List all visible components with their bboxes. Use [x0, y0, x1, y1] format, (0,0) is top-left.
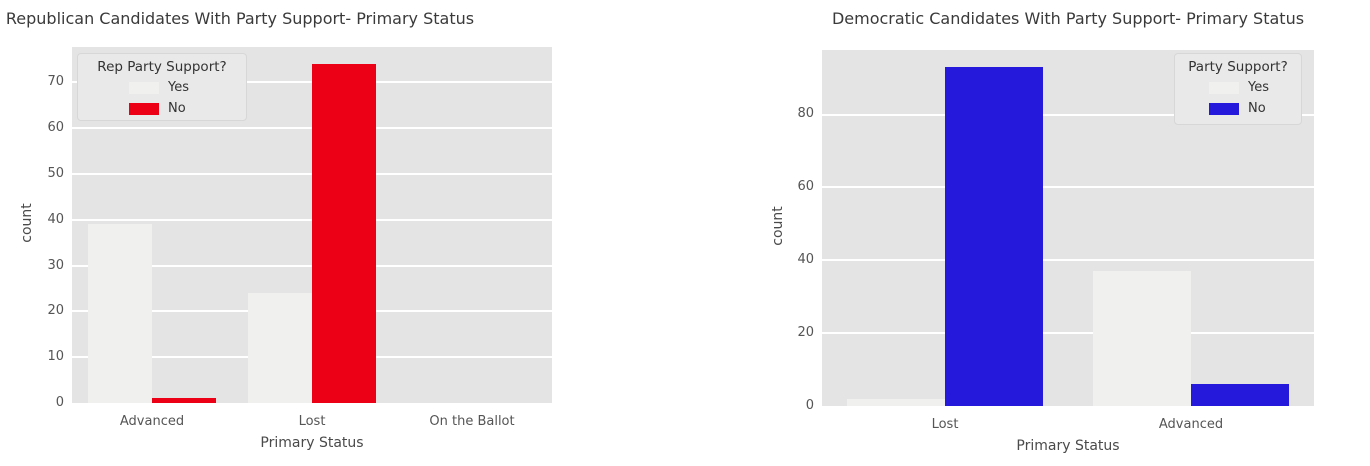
x-tick-label: Advanced: [119, 414, 185, 429]
bar-advanced-yes: [88, 224, 152, 403]
chart-title: Republican Candidates With Party Support…: [5, 9, 475, 28]
y-tick-label: 80: [797, 106, 814, 122]
y-tick-label: 60: [47, 120, 64, 136]
y-tick-label: 40: [797, 252, 814, 268]
y-tick-label: 50: [47, 165, 64, 181]
y-tick-label: 40: [47, 211, 64, 227]
x-axis-label: Primary Status: [260, 435, 364, 451]
plot-area: Rep Party Support? Yes No: [72, 47, 552, 403]
y-tick-label: 70: [47, 74, 64, 90]
x-tick-label: Lost: [298, 414, 326, 429]
legend-swatch-no: [1209, 102, 1239, 115]
legend-label: Yes: [1248, 80, 1269, 95]
y-tick-label: 20: [47, 303, 64, 319]
y-tick-label: 20: [797, 325, 814, 341]
bar-advanced-yes: [1092, 271, 1191, 406]
legend: Party Support? Yes No: [1174, 53, 1302, 125]
gridline: [822, 186, 1314, 189]
legend-label: No: [1248, 101, 1266, 116]
bar-lost-yes: [846, 398, 945, 406]
republican-chart: Republican Candidates With Party Support…: [0, 0, 640, 466]
x-tick-label: Lost: [931, 417, 959, 432]
legend-title: Party Support?: [1188, 59, 1288, 75]
y-axis-label: count: [770, 206, 786, 246]
legend-title: Rep Party Support?: [97, 59, 227, 75]
x-tick-label: On the Ballot: [429, 414, 515, 429]
chart-title: Democratic Candidates With Party Support…: [831, 9, 1305, 28]
legend-entry-yes: Yes: [1175, 77, 1301, 98]
legend-entry-no: No: [1175, 98, 1301, 119]
democratic-chart: Democratic Candidates With Party Support…: [760, 0, 1370, 466]
bar-advanced-no: [1191, 384, 1290, 406]
y-tick-label: 30: [47, 257, 64, 273]
gridline: [822, 113, 1314, 116]
x-tick-label: Advanced: [1158, 417, 1224, 432]
bar-lost-no: [945, 67, 1044, 406]
y-tick-label: 0: [805, 398, 814, 413]
legend-label: Yes: [168, 80, 189, 95]
legend-entry-yes: Yes: [78, 77, 246, 98]
legend-swatch-no: [129, 102, 159, 115]
legend-swatch-yes: [1209, 81, 1239, 94]
y-tick-label: 60: [797, 179, 814, 195]
gridline: [822, 332, 1314, 335]
y-tick-label: 0: [55, 395, 64, 410]
bar-lost-no: [312, 63, 376, 403]
gridline: [822, 259, 1314, 262]
bar-lost-yes: [248, 293, 312, 403]
legend-label: No: [168, 101, 186, 116]
legend-entry-no: No: [78, 98, 246, 119]
legend: Rep Party Support? Yes No: [77, 53, 247, 121]
plot-area: Party Support? Yes No: [822, 50, 1314, 406]
bar-advanced-no: [152, 398, 216, 403]
y-tick-label: 10: [47, 349, 64, 365]
x-axis-label: Primary Status: [1016, 438, 1120, 454]
legend-swatch-yes: [129, 81, 159, 94]
